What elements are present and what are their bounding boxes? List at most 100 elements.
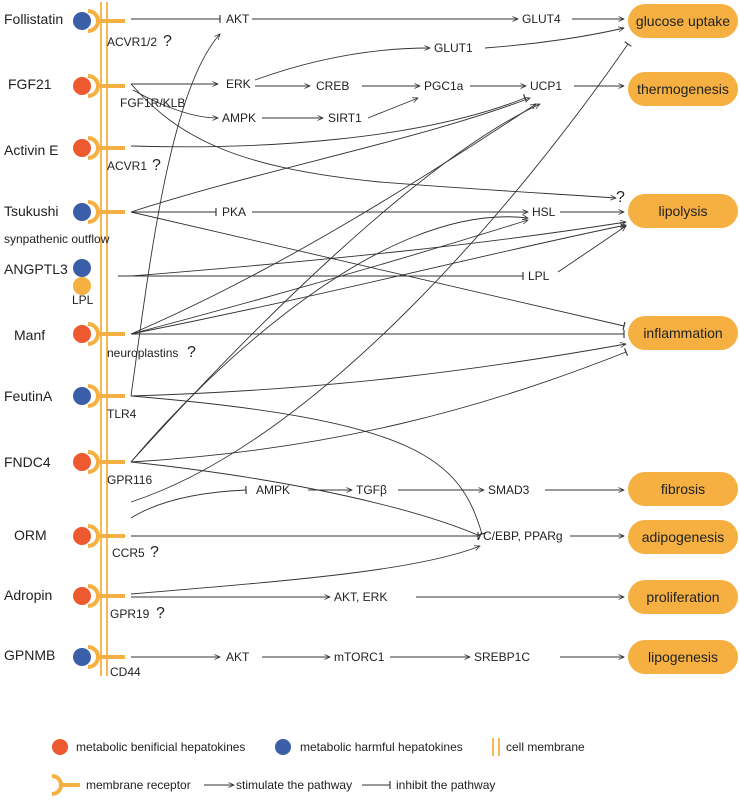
beneficial-dot <box>73 527 91 545</box>
node-mtorc1: mTORC1 <box>334 650 385 664</box>
hepatokine-label: Tsukushi <box>4 203 58 219</box>
legend-harmful: metabolic harmful hepatokines <box>300 740 463 754</box>
receptor-label: CCR5 <box>112 546 145 560</box>
outcome-fibrosis: fibrosis <box>661 481 705 497</box>
question-mark: ? <box>156 605 165 622</box>
legend-inhibit: inhibit the pathway <box>396 778 495 792</box>
node-akt-2: AKT <box>226 650 250 664</box>
lpl-dot <box>73 277 91 295</box>
hepatokine-label: Manf <box>14 327 45 343</box>
hepatokine-row: Manf neuroplastins ? <box>14 322 196 361</box>
harmful-dot <box>73 12 91 30</box>
receptor-label: neuroplastins <box>107 346 178 360</box>
receptor-icon <box>87 136 100 160</box>
beneficial-dot <box>73 77 91 95</box>
outcome-thermogenesis: thermogenesis <box>637 81 729 97</box>
outcome-lipolysis: lipolysis <box>658 203 707 219</box>
outcome-lipogenesis: lipogenesis <box>648 649 718 665</box>
node-ampk-2: AMPK <box>256 483 290 497</box>
node-smad3: SMAD3 <box>488 483 530 497</box>
hepatokine-label: ANGPTL3 <box>4 261 68 277</box>
hepatokine-row: Activin E ACVR1 ? <box>4 136 161 174</box>
node-cebp-pparg: C/EBP, PPARg <box>483 529 563 543</box>
outcome-inflammation: inflammation <box>643 325 722 341</box>
node-sirt1: SIRT1 <box>328 111 362 125</box>
hepatokine-label: GPNMB <box>4 647 55 663</box>
receptor-icon <box>87 524 100 548</box>
hepatokine-row: Follistatin ACVR1/2 ? <box>4 9 172 50</box>
hepatokine-row: GPNMB CD44 <box>4 645 141 679</box>
receptor-label: CD44 <box>110 665 141 679</box>
hepatokine-row: FNDC4 GPR116 <box>4 450 152 487</box>
outcome-pill <box>628 520 738 554</box>
hepatokine-label: FeutinA <box>4 388 53 404</box>
hepatokine-row: Adropin GPR19 ? <box>4 584 165 622</box>
beneficial-dot <box>73 587 91 605</box>
node-lpl: LPL <box>528 269 550 283</box>
receptor-label: FGF1R/KLB <box>120 96 185 110</box>
node-ucp1: UCP1 <box>530 79 562 93</box>
outcome-list: glucose uptake thermogenesis lipolysis i… <box>628 4 738 674</box>
receptor-icon <box>87 322 100 346</box>
node-akt-erk: AKT, ERK <box>334 590 387 604</box>
outcome-pill <box>628 4 738 38</box>
hepatokine-label: Activin E <box>4 142 58 158</box>
hepatokine-label: Follistatin <box>4 11 63 27</box>
receptor-label: GPR116 <box>107 473 152 487</box>
pathway-nodes: AKT GLUT4 GLUT1 ERK CREB PGC1a UCP1 AMPK… <box>222 12 625 664</box>
outcome-pill <box>628 72 738 106</box>
hepatokine-row: ANGPTL3 LPL <box>4 259 94 307</box>
legend: metabolic benificial hepatokines metabol… <box>51 738 585 796</box>
node-ampk: AMPK <box>222 111 256 125</box>
beneficial-dot <box>73 453 91 471</box>
node-pgc1a: PGC1a <box>424 79 464 93</box>
receptor-icon <box>87 9 100 33</box>
hepatokine-list: Follistatin ACVR1/2 ? FGF21 FGF1R/KLB Ac… <box>4 9 196 679</box>
receptor-icon <box>87 384 100 408</box>
legend-beneficial-dot <box>52 739 68 755</box>
node-tgfb: TGFβ <box>356 483 387 497</box>
receptor-icon <box>87 645 100 669</box>
harmful-dot <box>73 259 91 277</box>
hepatokine-row: Tsukushi synpathenic outflow <box>4 200 125 246</box>
legend-receptor-icon <box>51 774 63 796</box>
legend-receptor: membrane receptor <box>86 778 191 792</box>
cell-membrane <box>100 2 108 676</box>
outcome-pill <box>628 472 738 506</box>
node-akt: AKT <box>226 12 250 26</box>
receptor-label: synpathenic outflow <box>4 232 110 246</box>
node-hsl: HSL <box>532 205 556 219</box>
hepatokine-label: Adropin <box>4 587 52 603</box>
outcome-pill <box>628 194 738 228</box>
question-mark: ? <box>616 189 625 206</box>
outcome-pill <box>628 640 738 674</box>
harmful-dot <box>73 648 91 666</box>
question-mark: ? <box>152 157 161 174</box>
hepatokine-row: ORM CCR5 ? <box>14 524 159 561</box>
hepatokine-label: ORM <box>14 527 47 543</box>
node-creb: CREB <box>316 79 349 93</box>
receptor-icon <box>87 584 100 608</box>
receptor-label: ACVR1/2 <box>107 35 157 49</box>
receptor-label: TLR4 <box>107 407 137 421</box>
node-glut4: GLUT4 <box>522 12 561 26</box>
receptor-icon <box>87 450 100 474</box>
legend-harmful-dot <box>275 739 291 755</box>
outcome-pill <box>628 316 738 350</box>
hepatokine-row: FGF21 FGF1R/KLB <box>8 74 185 110</box>
outcome-glucose-uptake: glucose uptake <box>636 13 730 29</box>
hepatokine-label: FGF21 <box>8 76 52 92</box>
harmful-dot <box>73 203 91 221</box>
node-glut1: GLUT1 <box>434 41 473 55</box>
pathway-edges <box>118 14 632 657</box>
question-mark: ? <box>150 544 159 561</box>
hepatokine-label: FNDC4 <box>4 454 51 470</box>
receptor-icon <box>87 74 100 98</box>
outcome-pill <box>628 580 738 614</box>
node-erk: ERK <box>226 77 251 91</box>
node-srebp1c: SREBP1C <box>474 650 530 664</box>
question-mark: ? <box>163 33 172 50</box>
node-pka: PKA <box>222 205 246 219</box>
legend-beneficial: metabolic benificial hepatokines <box>76 740 245 754</box>
